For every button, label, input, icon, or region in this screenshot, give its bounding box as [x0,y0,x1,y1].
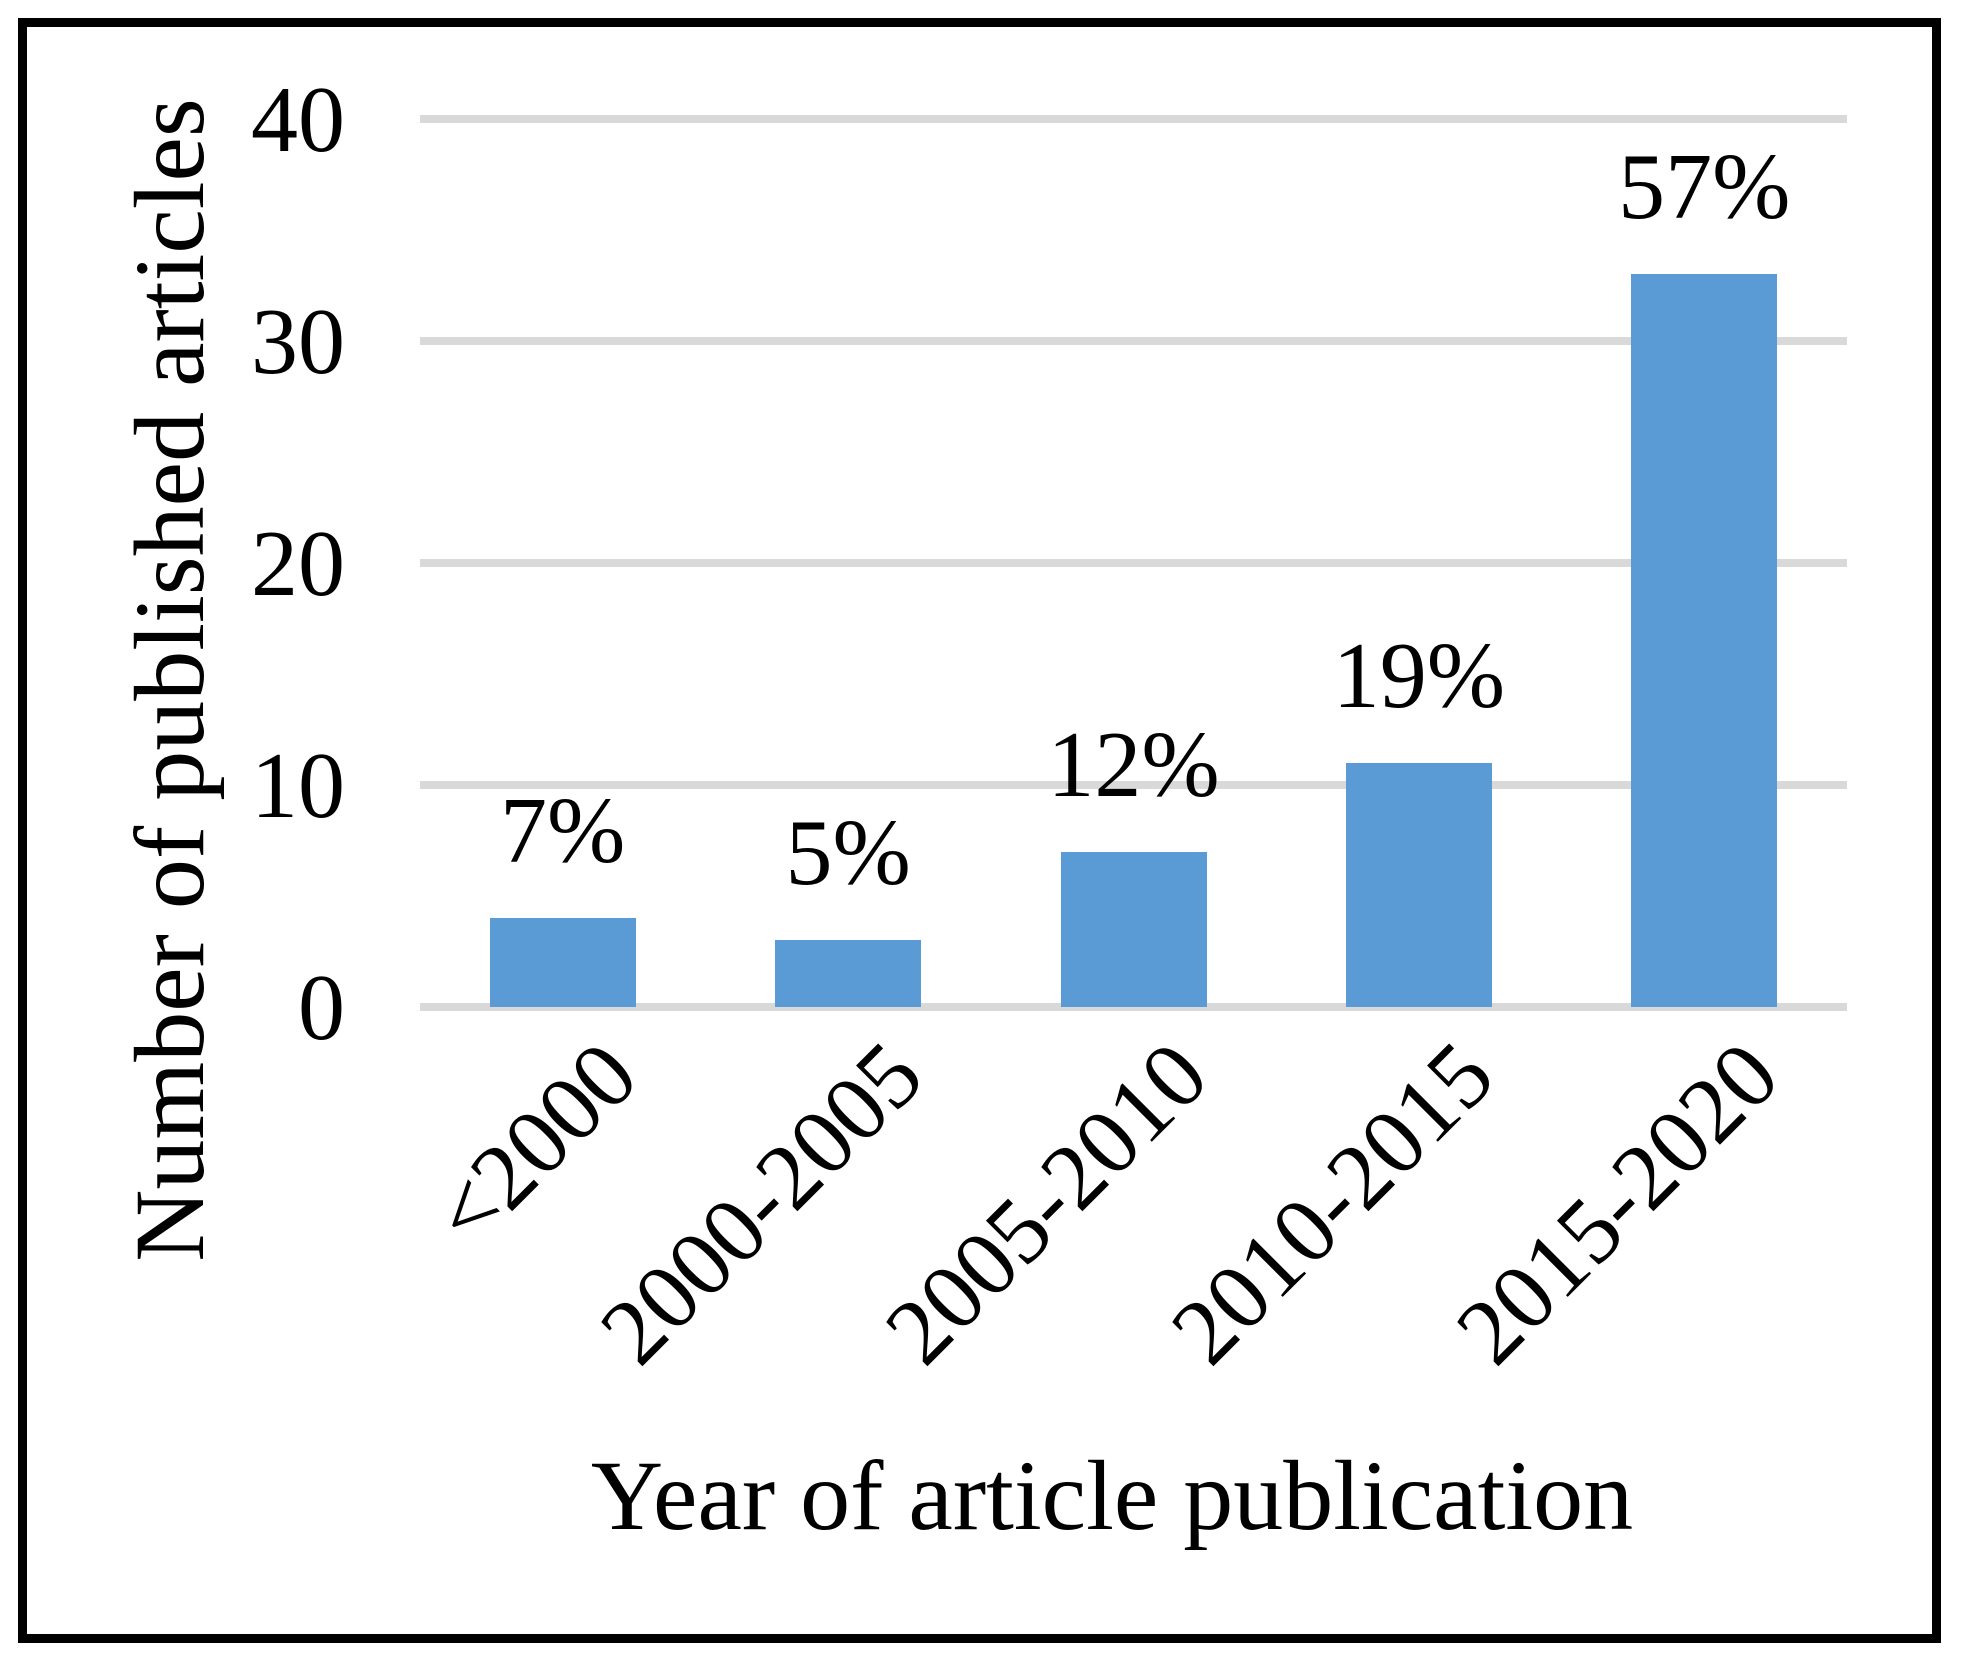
bar-value-label: 57% [1618,135,1791,240]
bar [1060,851,1207,1007]
gridline [420,781,1847,789]
bar [1345,762,1492,1007]
bar-value-label: 5% [785,801,911,906]
bar [489,918,636,1007]
gridline [420,115,1847,123]
y-tick-label: 0 [298,956,345,1060]
y-tick-label: 20 [251,512,345,616]
bar-value-label: 7% [500,779,626,884]
chart-border [18,18,1941,1643]
bar-value-label: 19% [1332,623,1506,728]
gridline [420,1003,1847,1011]
x-axis-title: Year of article publication [590,1440,1634,1551]
bar [775,940,922,1007]
y-tick-label: 40 [251,68,345,172]
y-tick-label: 10 [251,734,345,838]
gridline [420,559,1847,567]
gridline [420,337,1847,345]
y-tick-label: 30 [251,290,345,394]
x-category-label: <2000 [412,1022,657,1267]
bar [1631,274,1778,1007]
bar-value-label: 12% [1047,712,1220,817]
